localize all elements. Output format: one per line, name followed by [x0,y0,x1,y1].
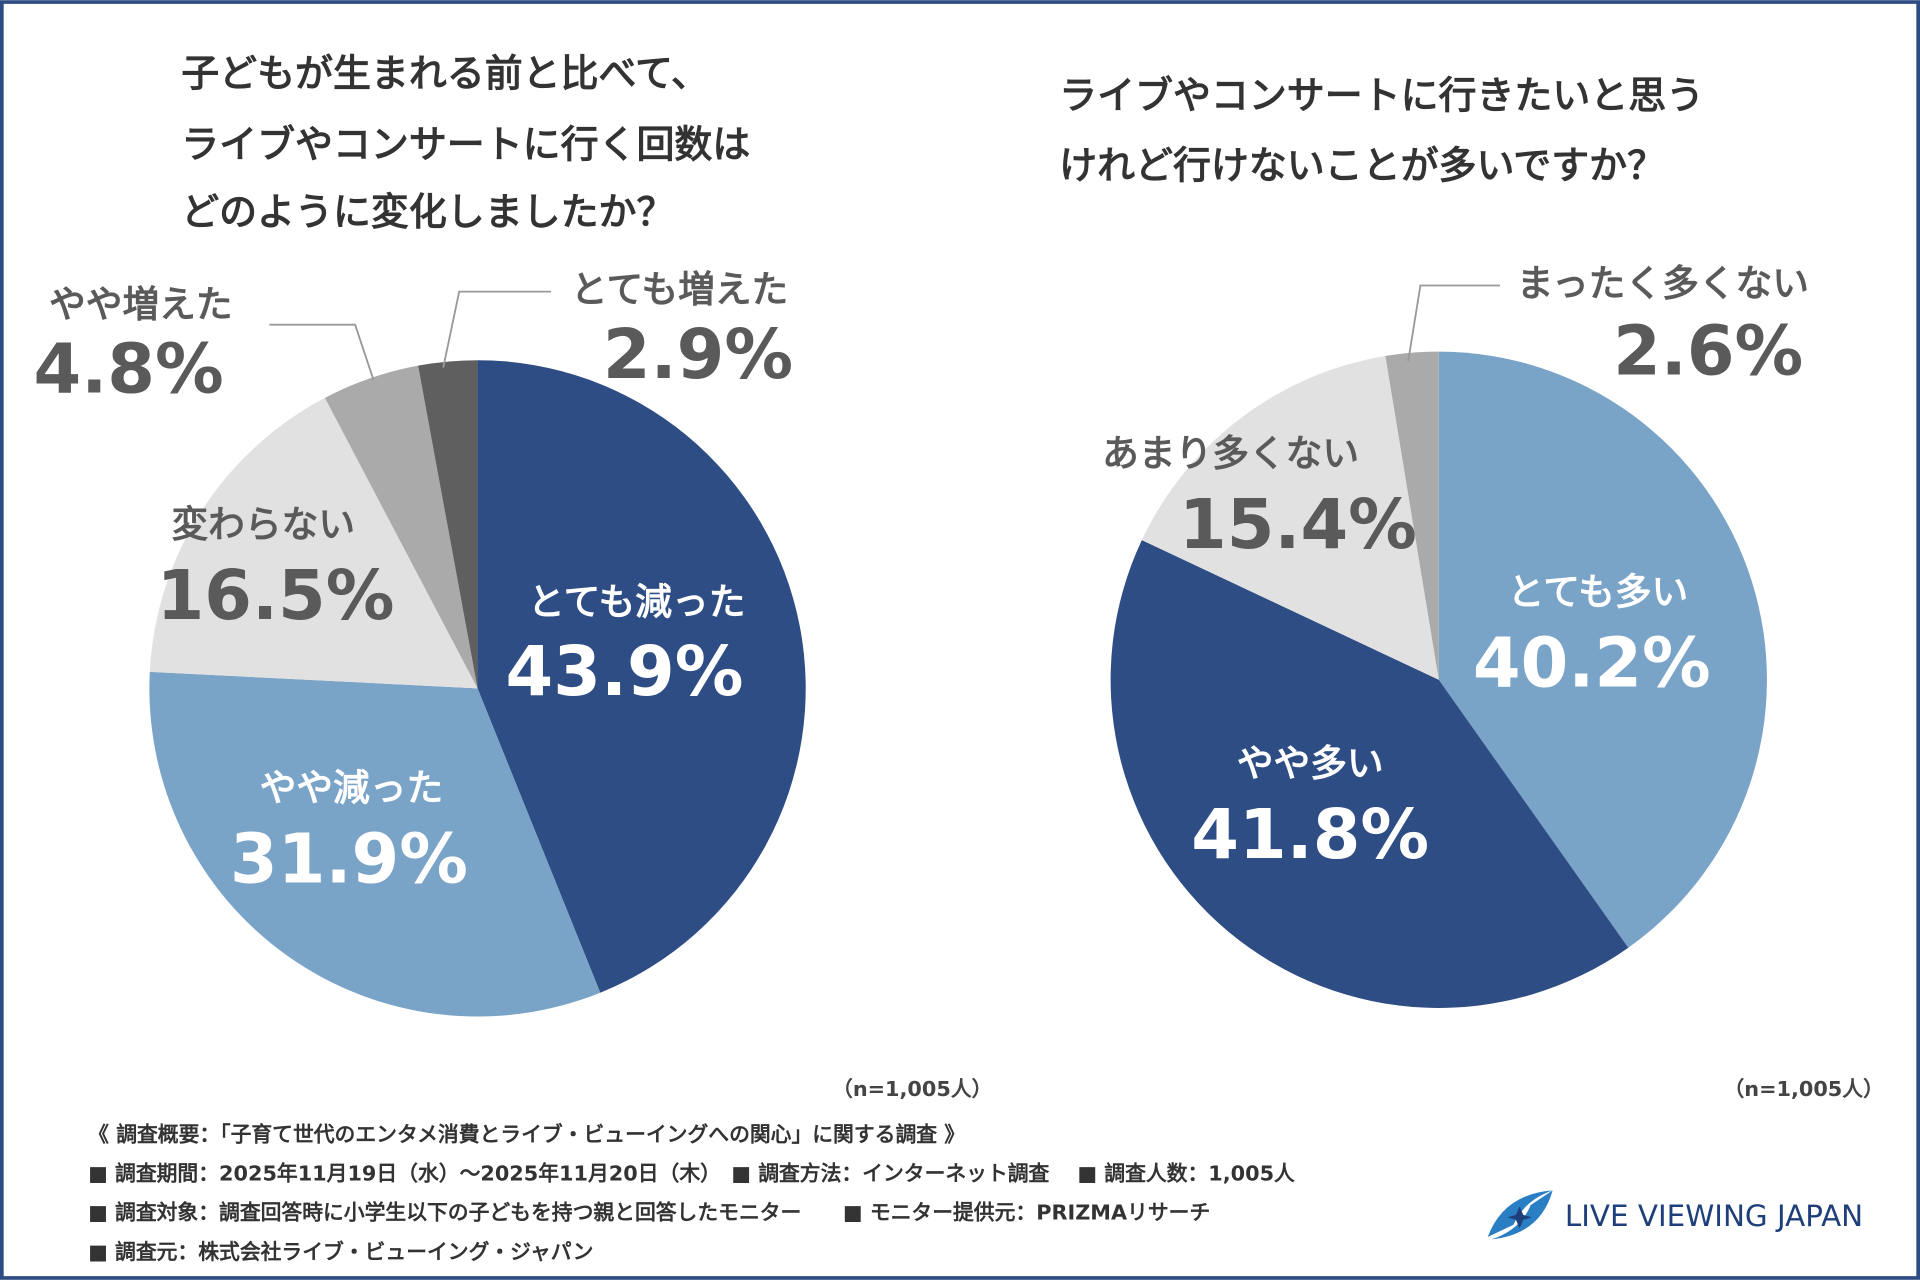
category-label: やや減った [260,766,444,809]
chart-title: ライブやコンサートに行きたいと思う [1059,74,1704,118]
value-label: 2.9% [603,315,793,395]
pie-slice [1438,351,1767,948]
value-label: 41.8% [1191,795,1429,875]
pie-slice [1110,540,1629,1008]
pie-slice [149,671,601,1017]
value-label: 15.4% [1179,485,1417,565]
value-label: 31.9% [230,820,468,900]
pie-slice [149,397,478,689]
category-label: とても多い [1508,571,1689,614]
value-label: 2.6% [1613,311,1803,391]
logo-text: LIVE VIEWING JAPAN [1565,1199,1863,1233]
survey-note: ■ 調査対象：調査回答時に小学生以下の子どもを持つ親と回答したモニター ■ モニ… [88,1201,1210,1225]
value-label: 43.9% [506,632,744,712]
pie-slice [1385,351,1439,680]
value-label: 40.2% [1473,624,1711,704]
survey-note: ■ 調査元：株式会社ライブ・ビューイング・ジャパン [88,1240,593,1264]
value-label: 4.8% [33,330,223,410]
chart-title: 子どもが生まれる前と比べて、 [181,52,709,96]
value-label: 16.5% [157,556,395,636]
leader-line [442,290,552,368]
category-label: あまり多くない [1102,432,1359,475]
category-label: まったく多くない [1517,262,1809,305]
survey-note: 《 調査概要：「子育て世代のエンタメ消費とライブ・ビューイングへの関心」に関する… [88,1122,965,1146]
logo-icon [1487,1190,1553,1240]
sample-note: （n=1,005人） [832,1077,992,1101]
category-label: とても増えた [571,268,788,311]
chart-title: どのように変化しましたか？ [181,190,674,234]
leader-line [269,323,375,381]
leader-line [1407,284,1500,362]
pie-slice [1141,356,1439,680]
category-label: やや多い [1237,742,1384,785]
category-label: やや増えた [49,283,233,326]
chart-title: けれど行けないことが多いですか？ [1059,143,1665,187]
survey-note: ■ 調査期間：2025年11月19日（水）～2025年11月20日（木） ■ 調… [88,1161,1295,1185]
pie-slice [324,365,478,689]
chart-title: ライブやコンサートに行く回数は [181,123,750,167]
sample-note: （n=1,005人） [1723,1077,1883,1101]
pie-slice [418,360,478,689]
pie-slice [477,360,806,993]
category-label: 変わらない [171,503,355,546]
category-label: とても減った [528,580,745,623]
